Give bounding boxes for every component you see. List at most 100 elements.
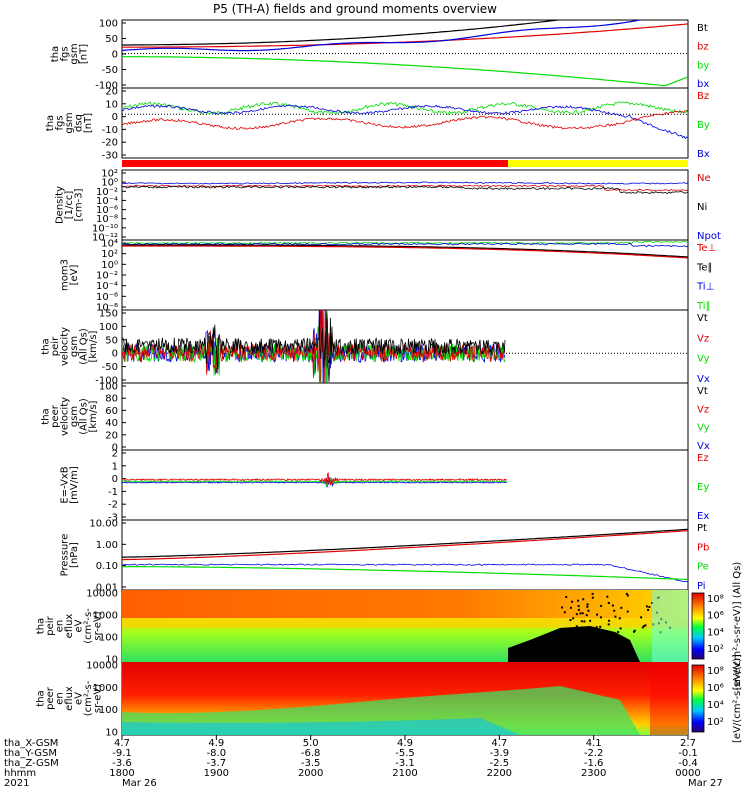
series-bt xyxy=(122,20,563,46)
spectrogram-speckle xyxy=(586,603,589,606)
series-bx xyxy=(122,20,643,52)
legend-pb: Pb xyxy=(697,542,709,553)
legend-bz: bz xyxy=(697,42,709,53)
x-tick-label: -2.5 xyxy=(490,758,510,769)
y-axis-label: Pressure[nPa] xyxy=(59,534,80,577)
y-axis-label-line: gsm xyxy=(69,336,80,357)
y-axis-label-line: velocity xyxy=(59,397,70,436)
spectrogram-speckle xyxy=(575,625,578,628)
y-tick-label: 100 xyxy=(99,633,118,644)
series-ex xyxy=(122,477,508,488)
y-tick-label: 10⁴ xyxy=(101,239,118,250)
y-axis-label-line: tha xyxy=(40,408,51,424)
panel-frame xyxy=(121,169,689,241)
spectrogram-speckle xyxy=(626,610,629,613)
series-ni xyxy=(122,185,688,194)
y-tick-label: 0 xyxy=(112,50,118,61)
y-axis-label-line: tha xyxy=(45,115,56,131)
spectrogram-speckle xyxy=(561,606,564,609)
y-tick-label: 10⁻¹⁰ xyxy=(92,223,118,234)
y-tick-label: -50 xyxy=(102,362,118,373)
y-axis-label-line: [1/cc] xyxy=(64,191,75,220)
spectrogram-speckle xyxy=(626,594,629,597)
legend-ti⊥: Ti⊥ xyxy=(696,282,714,293)
spectrogram-speckle xyxy=(614,615,617,618)
x-tick-label: -3.7 xyxy=(207,758,227,769)
spectrogram-speckle xyxy=(591,596,594,599)
y-axis-label-line: peir xyxy=(50,336,61,356)
y-tick-label: 10000 xyxy=(86,589,118,600)
spectrogram-speckle xyxy=(606,595,609,598)
y-tick-label: 1 xyxy=(112,461,118,472)
x-tick-label: 1800 xyxy=(109,768,134,779)
y-tick-label: -3 xyxy=(108,513,118,524)
series-npot xyxy=(122,181,688,185)
spectrogram-speckle xyxy=(643,624,646,627)
panel-frame xyxy=(121,87,689,159)
y-tick-label: 60 xyxy=(105,406,118,417)
y-tick-label: 0 xyxy=(112,443,118,454)
spectrogram-speckle xyxy=(591,627,594,630)
y-tick-label: -30 xyxy=(102,151,118,162)
panel-frame xyxy=(121,239,689,311)
y-tick-label: 100 xyxy=(99,19,118,30)
y-tick-label: 100 xyxy=(99,705,118,716)
x-tick-label: Mar 27 xyxy=(688,778,723,789)
y-tick-label: 10 xyxy=(105,655,118,666)
spectrogram-speckle xyxy=(585,614,588,617)
colorbar-10: 10⁸ 10⁶ 10⁴ 10² [eV/(cm²-s-sr-eV)] xyxy=(691,654,743,743)
y-tick-label: 10⁰ xyxy=(101,178,118,189)
series-pt xyxy=(122,528,688,558)
x-tick-label: -6.8 xyxy=(301,748,321,759)
series-ey xyxy=(122,477,508,487)
colorbar-tick-label: 10⁴ xyxy=(707,627,724,638)
y-axis-label-line: tha xyxy=(36,618,47,634)
panel-frame xyxy=(121,449,689,521)
y-axis-label-line: tha xyxy=(40,338,51,354)
legend-vy: Vy xyxy=(697,423,710,434)
spectrogram-speckle xyxy=(592,629,595,632)
x-tick-label: 2.7 xyxy=(680,738,696,749)
spectrogram-speckle xyxy=(565,595,568,598)
y-tick-label: 10² xyxy=(101,249,118,260)
region-bar-yellow xyxy=(508,160,688,167)
panel-2-data xyxy=(122,101,688,140)
y-axis-label-line: peir xyxy=(45,615,56,635)
y-axis-label-line: [eV] xyxy=(69,265,80,286)
colorbar-tick-label: 10⁸ xyxy=(707,594,724,605)
legend-by: by xyxy=(697,60,709,71)
x-tick-label: -2.2 xyxy=(584,748,604,759)
spectrogram-speckle xyxy=(633,630,636,633)
x-tick-label: 4.9 xyxy=(397,738,413,749)
y-axis-label-line: velocity xyxy=(59,327,70,366)
spectrogram-speckle xyxy=(620,606,623,609)
colorbar-tick-label: 10² xyxy=(707,644,724,655)
y-tick-label: 10⁻¹² xyxy=(92,233,118,244)
y-axis-label-line: fgs xyxy=(55,115,66,130)
series-pb xyxy=(122,530,688,561)
y-tick-label: 0 xyxy=(112,474,118,485)
series-by xyxy=(122,56,688,87)
x-tick-label: -3.1 xyxy=(395,758,415,769)
legend-ne: Ne xyxy=(697,173,711,184)
spectrogram-speckle xyxy=(619,627,622,630)
panel-10-data xyxy=(122,662,688,735)
spectrogram-speckle xyxy=(577,605,580,608)
y-tick-label: 2 xyxy=(112,449,118,460)
x-row-label: tha_Z-GSM xyxy=(4,758,59,769)
spectrogram-speckle xyxy=(583,620,586,623)
panel-7-data xyxy=(122,472,508,488)
y-axis-label-line: sr-eV) xyxy=(93,611,104,640)
spectrogram-speckle xyxy=(585,627,588,630)
spectrogram-speckle xyxy=(607,623,610,626)
x-row-label: tha_Y-GSM xyxy=(4,748,57,759)
y-axis-label-line: eV xyxy=(74,692,85,705)
legend-by: By xyxy=(697,120,710,131)
y-tick-label: 1000 xyxy=(93,683,118,694)
y-axis-label-line: [nT] xyxy=(83,113,94,133)
y-axis-label-line: eflux xyxy=(64,614,75,639)
y-tick-label: 10⁰ xyxy=(101,260,118,271)
